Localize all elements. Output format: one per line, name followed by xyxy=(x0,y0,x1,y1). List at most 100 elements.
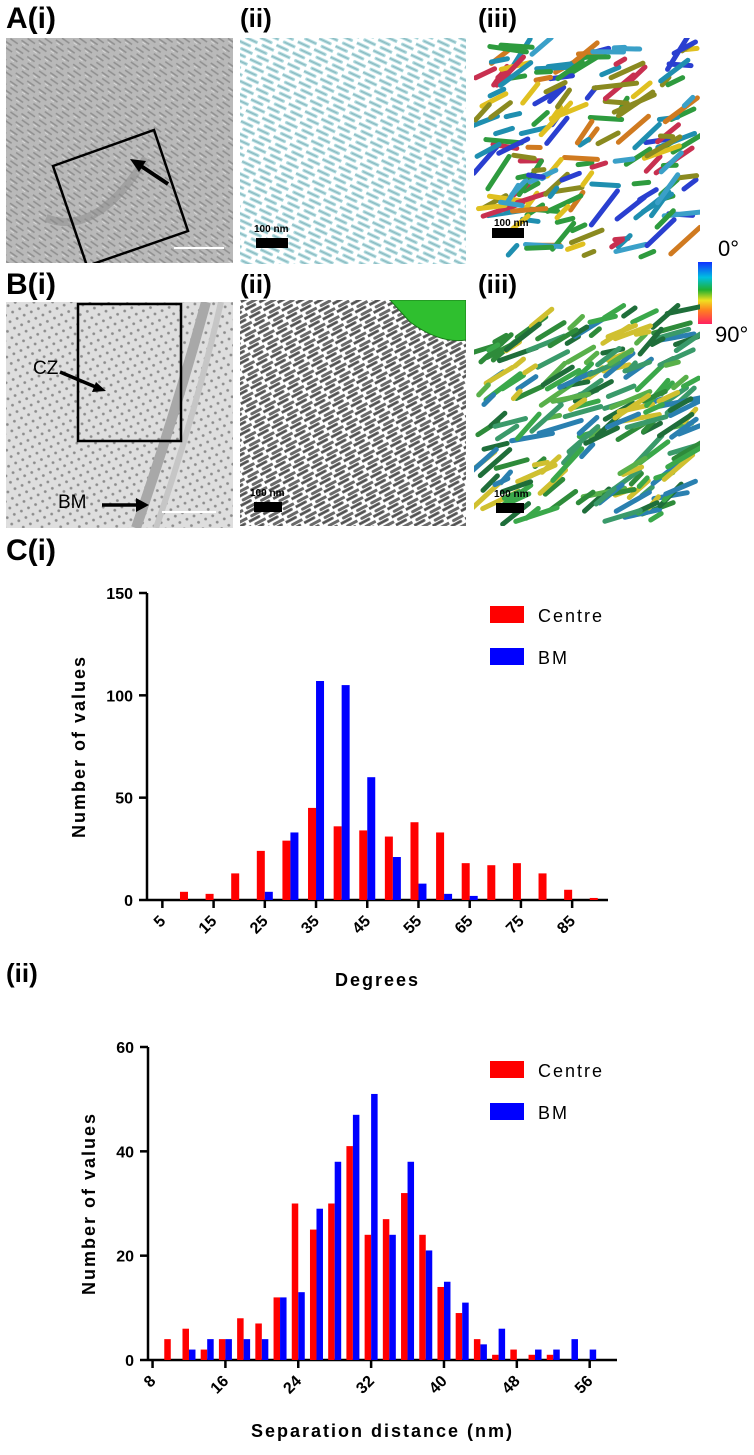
fibril-rod xyxy=(492,416,529,429)
bar-centre xyxy=(382,1219,390,1360)
fibril-rod xyxy=(529,402,564,434)
fibril-rod xyxy=(612,156,636,164)
bar-centre xyxy=(546,1354,554,1360)
fibril-rod xyxy=(681,375,700,389)
fibril-rod xyxy=(608,389,653,411)
fibril-rod xyxy=(655,122,681,145)
fibril-rod xyxy=(622,359,653,374)
fibril-rod xyxy=(603,350,636,379)
fibril-rod xyxy=(665,445,700,470)
fibril-rod xyxy=(631,179,652,187)
bar-centre xyxy=(455,1313,463,1360)
x-tick-label: 16 xyxy=(208,1373,233,1398)
fibril-rod xyxy=(624,414,669,430)
fibril-rod xyxy=(500,501,532,526)
fibril-rod xyxy=(534,69,554,75)
fibril-rod xyxy=(524,244,555,251)
fibril-rod xyxy=(607,347,635,367)
fibril-rod xyxy=(474,141,502,159)
fibril-rod xyxy=(667,399,700,419)
bar-centre xyxy=(205,893,214,900)
fibril-rod xyxy=(630,308,659,325)
fibril-rod xyxy=(611,92,657,115)
bar-centre xyxy=(492,1354,499,1360)
scale-label: 100 nm xyxy=(254,224,289,235)
fibril-rod xyxy=(671,374,689,391)
fibril-rod xyxy=(628,471,644,487)
scale-bar xyxy=(496,503,524,513)
fibril-rod xyxy=(510,213,531,232)
fibril-rod xyxy=(480,473,500,493)
fibril-rod xyxy=(485,154,512,192)
bar-bm xyxy=(371,1093,378,1360)
bar-centre xyxy=(384,836,393,900)
fibril-rod xyxy=(673,331,700,354)
fibril-rod xyxy=(522,363,538,376)
bar-bm xyxy=(243,1339,251,1360)
fibril-rod xyxy=(602,508,643,524)
bar-centre xyxy=(487,865,496,900)
bar-bm xyxy=(341,685,350,900)
fibril-rod xyxy=(668,224,700,257)
fibril-rod xyxy=(540,364,575,388)
fibril-rod xyxy=(499,479,534,495)
fibril-rod xyxy=(681,177,699,192)
bar-bm xyxy=(425,1250,433,1360)
fibril-rod xyxy=(671,39,698,56)
bar-centre xyxy=(237,1318,244,1360)
fibril-rod xyxy=(555,59,585,82)
fibril-rod xyxy=(542,476,566,497)
fibril-rod xyxy=(567,441,582,458)
fibril-rod xyxy=(617,455,648,477)
fibril-rod xyxy=(486,342,501,353)
fibril-rod xyxy=(488,410,508,429)
bar-bm xyxy=(553,1349,560,1360)
fibril-rod xyxy=(533,74,554,83)
legend-label: BM xyxy=(538,648,569,668)
fibril-rod xyxy=(643,402,665,415)
fibril-rod xyxy=(581,248,597,258)
fibril-rod xyxy=(520,81,541,106)
fibril-rod xyxy=(656,411,695,439)
fibril-rod xyxy=(531,459,550,468)
fibril-rod xyxy=(488,100,513,121)
fibril-rod xyxy=(547,185,560,199)
fibril-rod xyxy=(593,486,617,507)
fibril-rod xyxy=(595,345,622,368)
bar-centre xyxy=(273,1297,281,1360)
fibril-rod xyxy=(612,323,653,342)
legend-swatch xyxy=(490,648,524,665)
fibril-rod xyxy=(562,155,600,162)
fibril-rod xyxy=(583,425,620,446)
fibril-rod xyxy=(570,222,588,234)
fibril-rod xyxy=(479,91,509,109)
fibril-rod xyxy=(605,322,638,340)
fibril-rod xyxy=(602,98,630,106)
fibril-rod xyxy=(554,203,571,221)
fibril-rod xyxy=(636,475,650,489)
arrow-icon xyxy=(136,162,170,186)
bar-bm xyxy=(188,1349,196,1360)
fibril-rod xyxy=(495,423,520,442)
fibril-rod xyxy=(544,115,570,146)
fibril-rod xyxy=(675,173,700,181)
fibril-rod xyxy=(562,404,604,420)
y-tick-label: 40 xyxy=(116,1144,134,1161)
fibril-rod xyxy=(535,349,571,370)
fibril-rod xyxy=(547,327,579,349)
fibril-rod xyxy=(661,452,696,482)
fibril-rod xyxy=(663,478,698,497)
bar-centre xyxy=(328,1203,335,1360)
fibril-rod xyxy=(657,331,697,343)
x-tick-label: 24 xyxy=(280,1373,305,1398)
fibril-rod xyxy=(498,60,534,88)
fibril-rod xyxy=(475,202,508,212)
fibril-rod xyxy=(515,462,558,485)
colorbar-top-label: 0° xyxy=(718,236,740,261)
bar-centre xyxy=(473,1339,481,1360)
fibril-rod xyxy=(493,457,530,471)
x-tick-label: 48 xyxy=(499,1373,524,1398)
bar-centre xyxy=(256,850,265,900)
bar-bm xyxy=(462,1302,469,1360)
fibril-rod xyxy=(509,177,529,198)
